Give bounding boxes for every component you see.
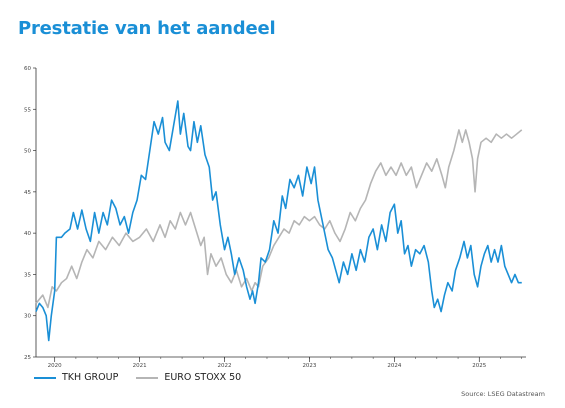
series-line-tkh-group xyxy=(35,100,522,342)
x-tick-label: 2022 xyxy=(218,363,232,369)
x-tick-label: 2021 xyxy=(133,363,147,369)
legend-swatch-tkh xyxy=(34,376,56,379)
legend-label-tkh: TKH GROUP xyxy=(62,372,119,383)
x-tick-label: 2024 xyxy=(387,363,401,369)
legend-item-stoxx: EURO STOXX 50 xyxy=(136,372,241,383)
y-tick-label: 50 xyxy=(24,149,31,155)
legend-swatch-stoxx xyxy=(136,376,159,379)
y-tick-label: 25 xyxy=(24,355,31,361)
chart-title: Prestatie van het aandeel xyxy=(18,18,276,39)
legend-label-stoxx: EURO STOXX 50 xyxy=(164,372,242,383)
y-tick-label: 55 xyxy=(24,107,31,113)
y-tick-label: 30 xyxy=(24,314,31,320)
chart-axes: 25 30 35 40 45 50 55 60 2020 2021 2022 2023 2024 2025 xyxy=(24,66,526,369)
source-note: Source: LSEG Datastream xyxy=(461,390,545,398)
x-tick-label: 2025 xyxy=(472,363,486,369)
y-tick-label: 40 xyxy=(24,231,31,237)
y-tick-label: 35 xyxy=(24,272,31,278)
series-layer xyxy=(35,100,523,342)
series-line-euro-stoxx-50 xyxy=(35,129,523,309)
y-tick-label: 60 xyxy=(24,66,31,72)
y-tick-label: 45 xyxy=(24,190,31,196)
x-tick-label: 2020 xyxy=(48,363,62,369)
chart-legend: TKH GROUP EURO STOXX 50 xyxy=(34,372,259,383)
legend-item-tkh: TKH GROUP xyxy=(34,372,118,383)
x-tick-label: 2023 xyxy=(302,363,316,369)
